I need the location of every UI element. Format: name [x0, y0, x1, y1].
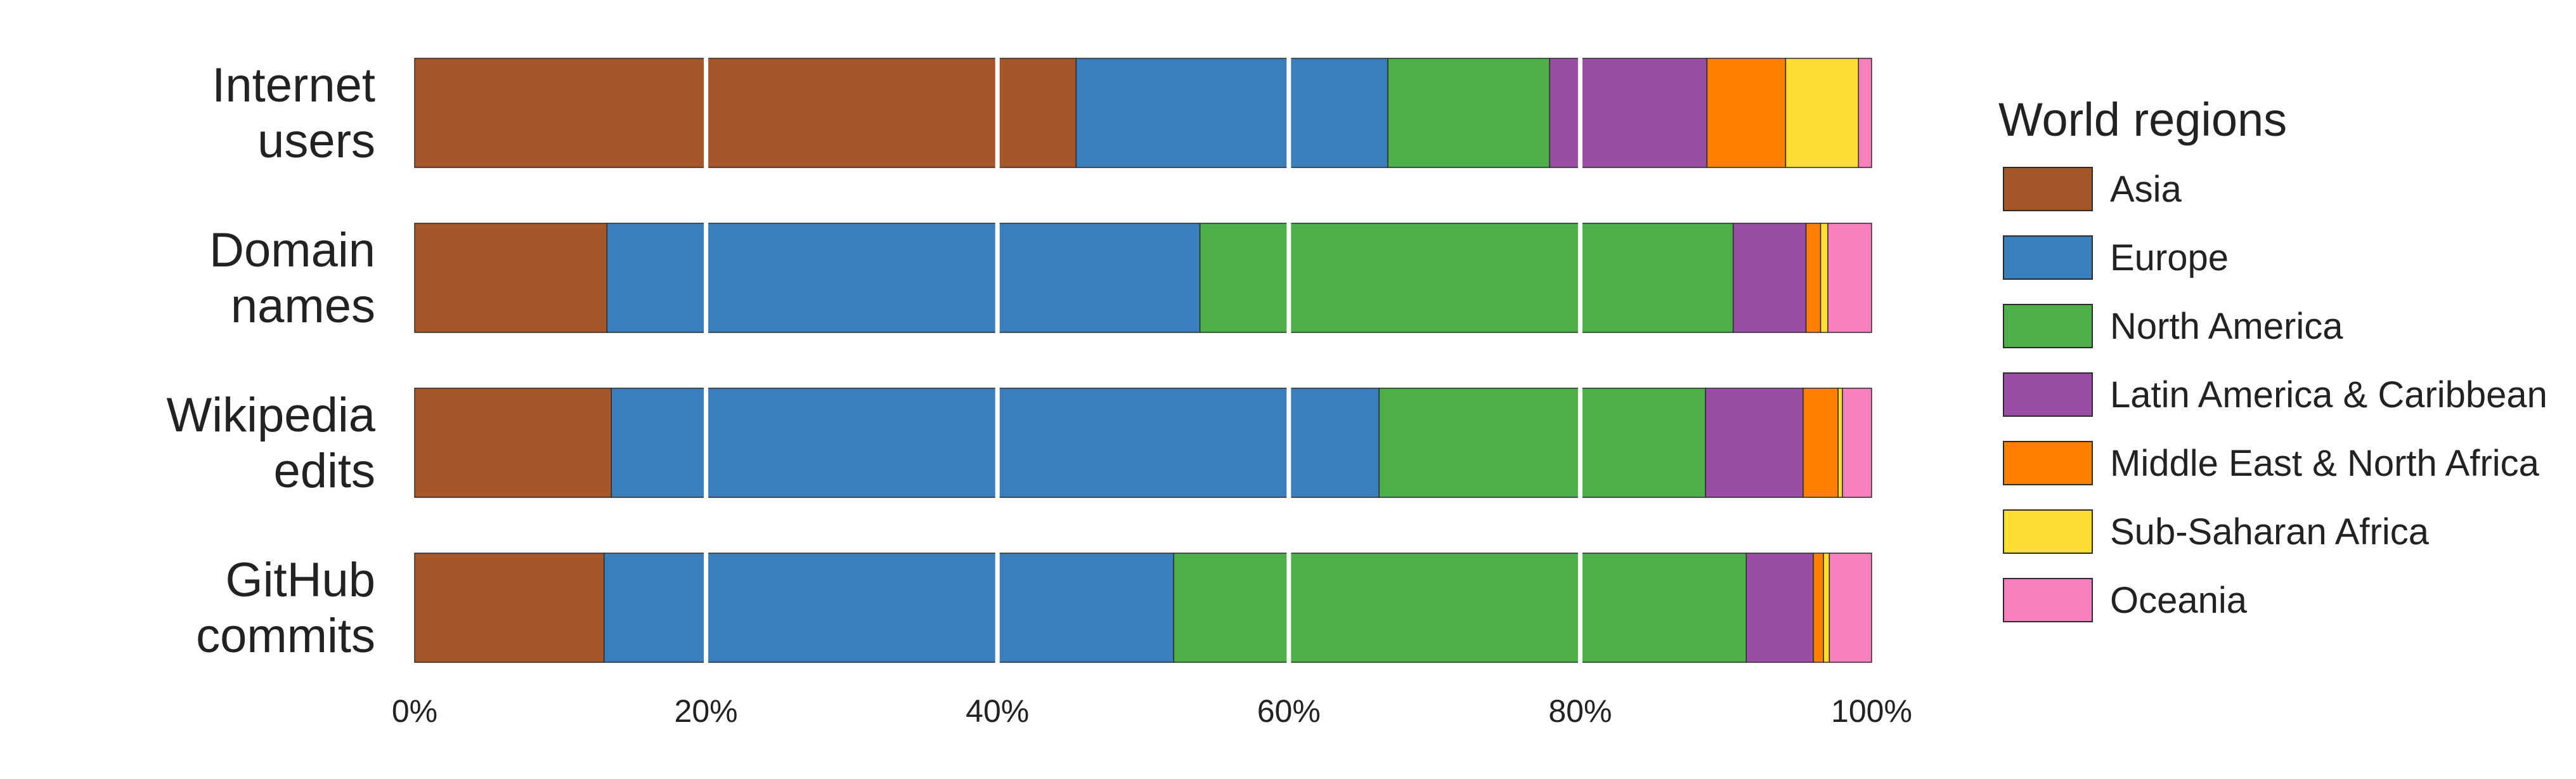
legend-label: Middle East & North Africa: [2110, 443, 2540, 484]
bar-segment-0-2: [1387, 58, 1550, 168]
bar-segment-2-5: [1837, 388, 1843, 498]
x-tick-label: 80%: [1548, 693, 1612, 729]
bar-segment-0-4: [1706, 58, 1787, 168]
bar-segment-1-0: [414, 223, 608, 333]
legend-swatch: [2003, 509, 2093, 554]
bar-segment-2-2: [1378, 388, 1706, 498]
bar-segment-2-0: [414, 388, 612, 498]
bar-segment-2-4: [1803, 388, 1839, 498]
category-label: names: [231, 279, 375, 333]
bar-segment-0-0: [414, 58, 1077, 168]
gridlines-layer: [704, 55, 1582, 666]
legend-label: Sub-Saharan Africa: [2110, 511, 2430, 553]
bar-segment-3-2: [1173, 553, 1747, 663]
bar-segment-0-1: [1075, 58, 1388, 168]
bar-segment-3-4: [1813, 553, 1824, 663]
category-label: edits: [273, 444, 375, 498]
bar-segment-3-0: [414, 553, 605, 663]
bar-segment-1-4: [1805, 223, 1822, 333]
legend-swatch: [2003, 441, 2093, 485]
legend-label: Europe: [2110, 237, 2229, 278]
legend-label: Latin America & Caribbean: [2110, 374, 2547, 416]
legend-swatch: [2003, 235, 2093, 280]
bar-segment-0-6: [1858, 58, 1872, 168]
x-tick-label: 100%: [1831, 693, 1912, 729]
category-label: Wikipedia: [167, 388, 376, 442]
legend-swatch: [2003, 372, 2093, 417]
x-tick-label: 60%: [1257, 693, 1321, 729]
bar-segment-2-6: [1842, 388, 1872, 498]
bar-segment-0-5: [1785, 58, 1860, 168]
bar-segment-3-6: [1828, 553, 1872, 663]
legend-swatch: [2003, 167, 2093, 211]
legend-label: Oceania: [2110, 580, 2248, 621]
category-label: commits: [196, 609, 375, 663]
bar-segment-3-1: [603, 553, 1175, 663]
x-tick-label: 0%: [392, 693, 437, 729]
bar-segment-3-5: [1823, 553, 1830, 663]
bars-layer: [414, 58, 1872, 663]
category-label: GitHub: [225, 553, 375, 607]
legend: World regions Asia Europe North America Lati…: [1998, 93, 2547, 622]
bar-segment-1-1: [606, 223, 1201, 333]
category-label: Internet: [212, 58, 375, 112]
bar-segment-1-2: [1199, 223, 1734, 333]
bar-segment-1-6: [1827, 223, 1872, 333]
legend-label: North America: [2110, 306, 2343, 347]
x-tick-label: 40%: [966, 693, 1029, 729]
category-label: users: [257, 114, 375, 168]
legend-swatch: [2003, 304, 2093, 348]
bar-segment-3-3: [1745, 553, 1814, 663]
legend-label: Asia: [2110, 169, 2182, 210]
bar-segment-2-3: [1705, 388, 1804, 498]
category-label: Domain: [209, 223, 375, 277]
bar-segment-1-3: [1732, 223, 1807, 333]
legend-title: World regions: [1998, 93, 2287, 146]
legend-swatch: [2003, 578, 2093, 622]
x-axis-ticks: 0% 20% 40% 60% 80% 100%: [392, 693, 1912, 729]
bar-segment-0-3: [1549, 58, 1708, 168]
bar-segment-1-5: [1820, 223, 1828, 333]
x-tick-label: 20%: [675, 693, 738, 729]
